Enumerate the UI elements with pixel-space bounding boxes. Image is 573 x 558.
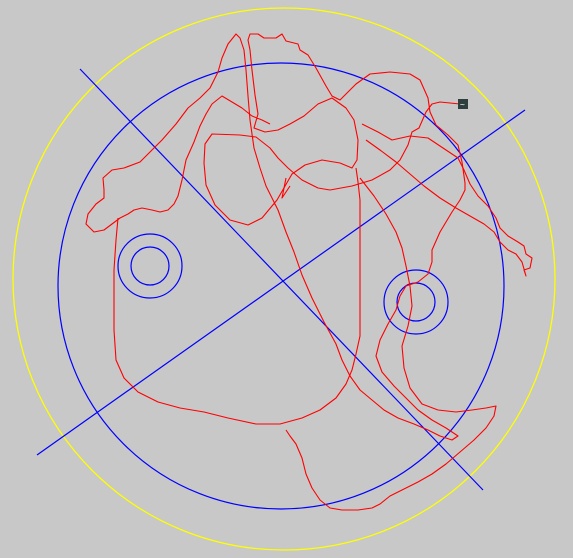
left-target-inner-ring	[130, 246, 170, 286]
left-target-outer-ring	[117, 233, 183, 299]
movement-trajectory	[85, 33, 466, 441]
diagonal-line-sw-ne	[36, 109, 526, 456]
movement-trajectory-segment-4	[361, 123, 533, 277]
right-target-outer-ring	[383, 269, 449, 335]
position-marker-symbol: ~	[460, 100, 465, 109]
right-target-inner-ring	[396, 282, 436, 322]
movement-trajectory-segment-3	[281, 177, 497, 511]
arena-circle	[57, 62, 505, 510]
outer-boundary-circle	[12, 7, 556, 551]
diagonal-line-nw-se	[79, 68, 484, 491]
movement-trajectory-segment-2	[113, 167, 361, 425]
position-marker-icon: ~	[458, 99, 468, 109]
